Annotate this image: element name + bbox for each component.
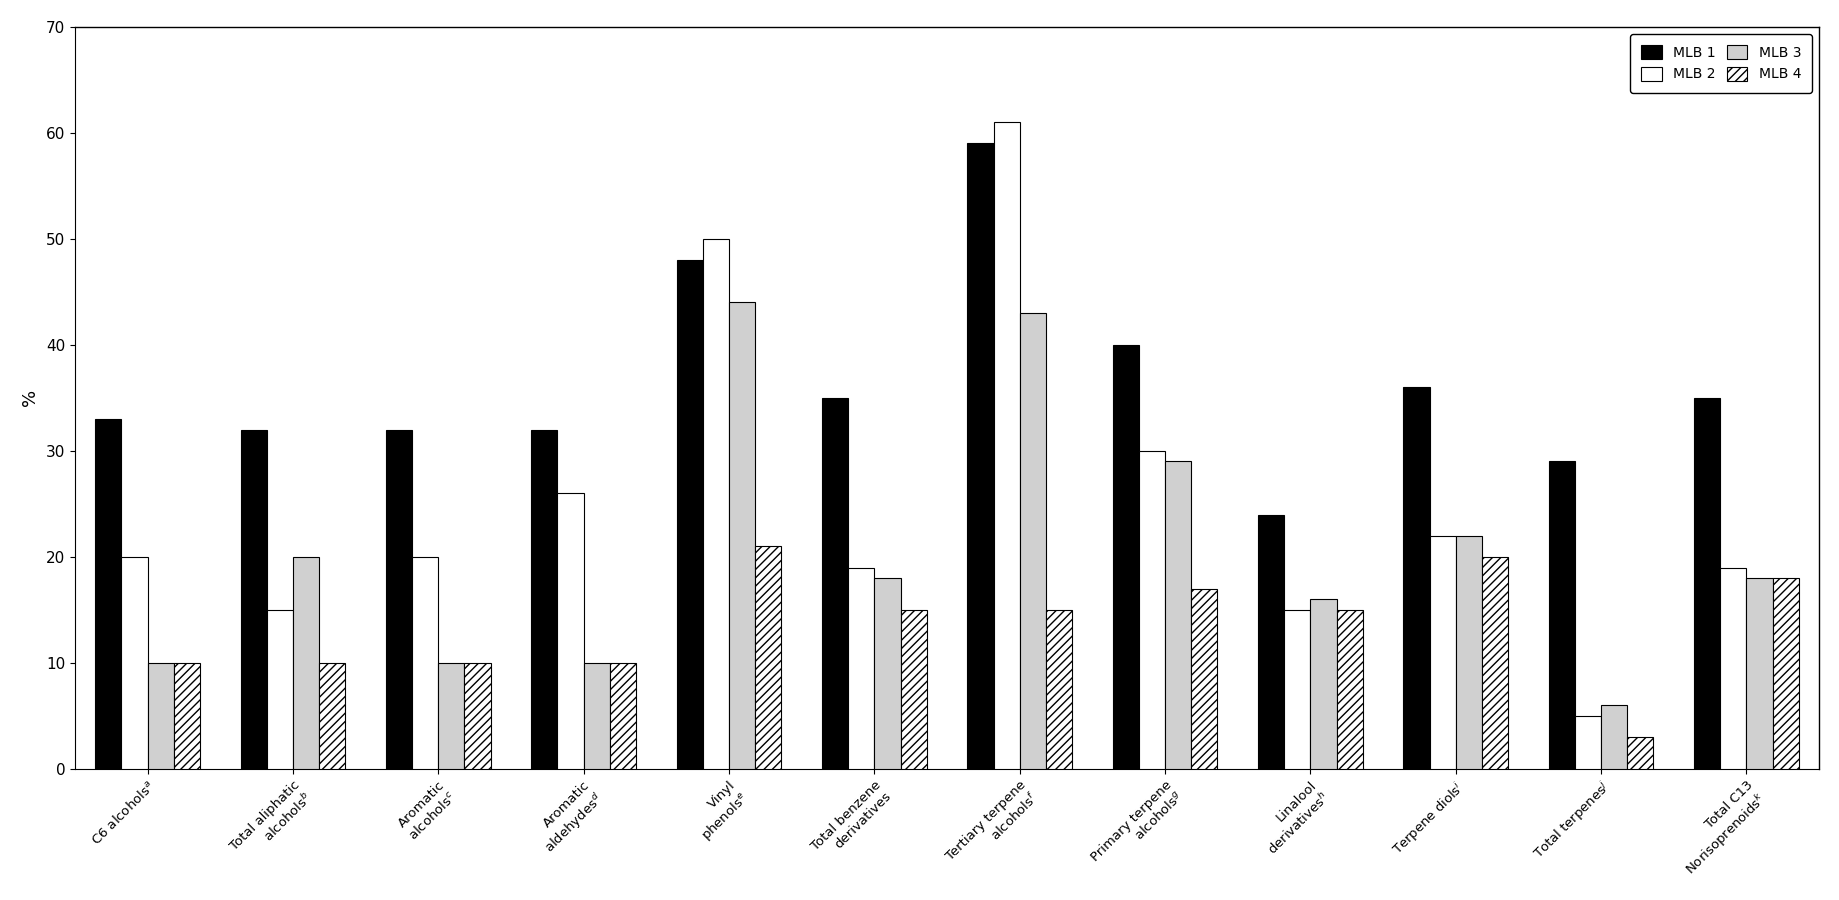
Bar [318,663,346,769]
Bar [1403,387,1429,769]
Bar [173,663,200,769]
Bar [1455,536,1480,769]
Bar [1284,610,1309,769]
Bar [1480,557,1508,769]
Bar [1019,313,1045,769]
Bar [1771,578,1799,769]
Bar [147,663,173,769]
Legend: MLB 1, MLB 2, MLB 3, MLB 4: MLB 1, MLB 2, MLB 3, MLB 4 [1629,34,1811,93]
Bar [121,557,147,769]
Bar [1694,398,1719,769]
Bar [463,663,491,769]
Bar [1335,610,1363,769]
Bar [583,663,609,769]
Bar [728,302,754,769]
Bar [557,493,583,769]
Bar [1113,345,1138,769]
Bar [1258,515,1284,769]
Bar [754,546,782,769]
Bar [609,663,636,769]
Bar [1164,462,1190,769]
Y-axis label: %: % [20,390,39,407]
Bar [1309,599,1335,769]
Bar [412,557,438,769]
Bar [438,663,463,769]
Bar [874,578,899,769]
Bar [677,260,702,769]
Bar [386,429,412,769]
Bar [1045,610,1072,769]
Bar [1745,578,1771,769]
Bar [531,429,557,769]
Bar [267,610,292,769]
Bar [292,557,318,769]
Bar [899,610,927,769]
Bar [1548,462,1574,769]
Bar [241,429,267,769]
Bar [1190,589,1217,769]
Bar [848,568,874,769]
Bar [1626,737,1653,769]
Bar [1600,706,1626,769]
Bar [1574,716,1600,769]
Bar [822,398,848,769]
Bar [1138,451,1164,769]
Bar [1429,536,1455,769]
Bar [702,238,728,769]
Bar [1719,568,1745,769]
Bar [993,122,1019,769]
Bar [967,143,993,769]
Bar [96,419,121,769]
